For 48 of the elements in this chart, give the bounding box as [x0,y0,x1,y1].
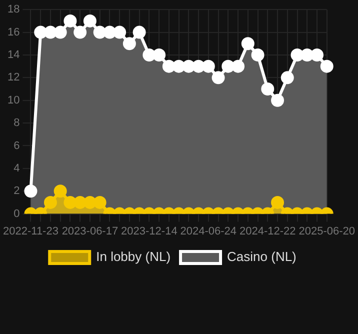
point [152,48,166,62]
y-tick-label: 6 [14,140,20,152]
point [271,94,284,107]
point [162,60,176,73]
point [182,60,196,73]
point [74,26,87,39]
point [142,48,156,62]
point [222,60,235,73]
point [320,60,334,73]
point [54,26,67,39]
y-tick-label: 16 [7,26,20,38]
x-tick-label: 2022-11-23 [3,225,58,238]
y-tick-label: 14 [7,49,20,62]
y-tick-label: 2 [14,185,20,198]
point [261,82,274,96]
point [34,26,48,39]
y-tick-label: 4 [14,162,20,174]
legend-label: Casino (NL) [227,249,296,264]
y-tick-label: 8 [14,117,20,130]
point [192,60,206,73]
point [103,26,116,39]
point [122,37,136,50]
point [202,60,215,73]
point [212,71,225,84]
point [64,14,77,28]
point [132,26,146,39]
y-tick-label: 10 [7,94,20,106]
x-tick-label: 2023-06-17 [62,225,118,238]
point [241,37,254,50]
x-tick-label: 2024-06-24 [180,225,237,238]
x-tick-label: 2024-12-22 [239,225,296,238]
point [93,26,106,39]
y-tick-label: 0 [14,208,20,220]
point [280,71,294,84]
y-tick-label: 18 [7,4,20,16]
point [290,48,304,62]
point [251,48,264,62]
point [44,26,57,39]
legend-label: In lobby (NL) [96,249,171,264]
point [113,26,126,39]
x-tick-label: 2025-06-20 [298,225,356,238]
y-tick-label: 12 [7,72,20,84]
point [310,48,324,62]
x-tick-label: 2023-12-14 [121,225,178,238]
point [300,48,314,62]
point [172,60,186,73]
point [83,14,96,28]
point [232,60,245,73]
